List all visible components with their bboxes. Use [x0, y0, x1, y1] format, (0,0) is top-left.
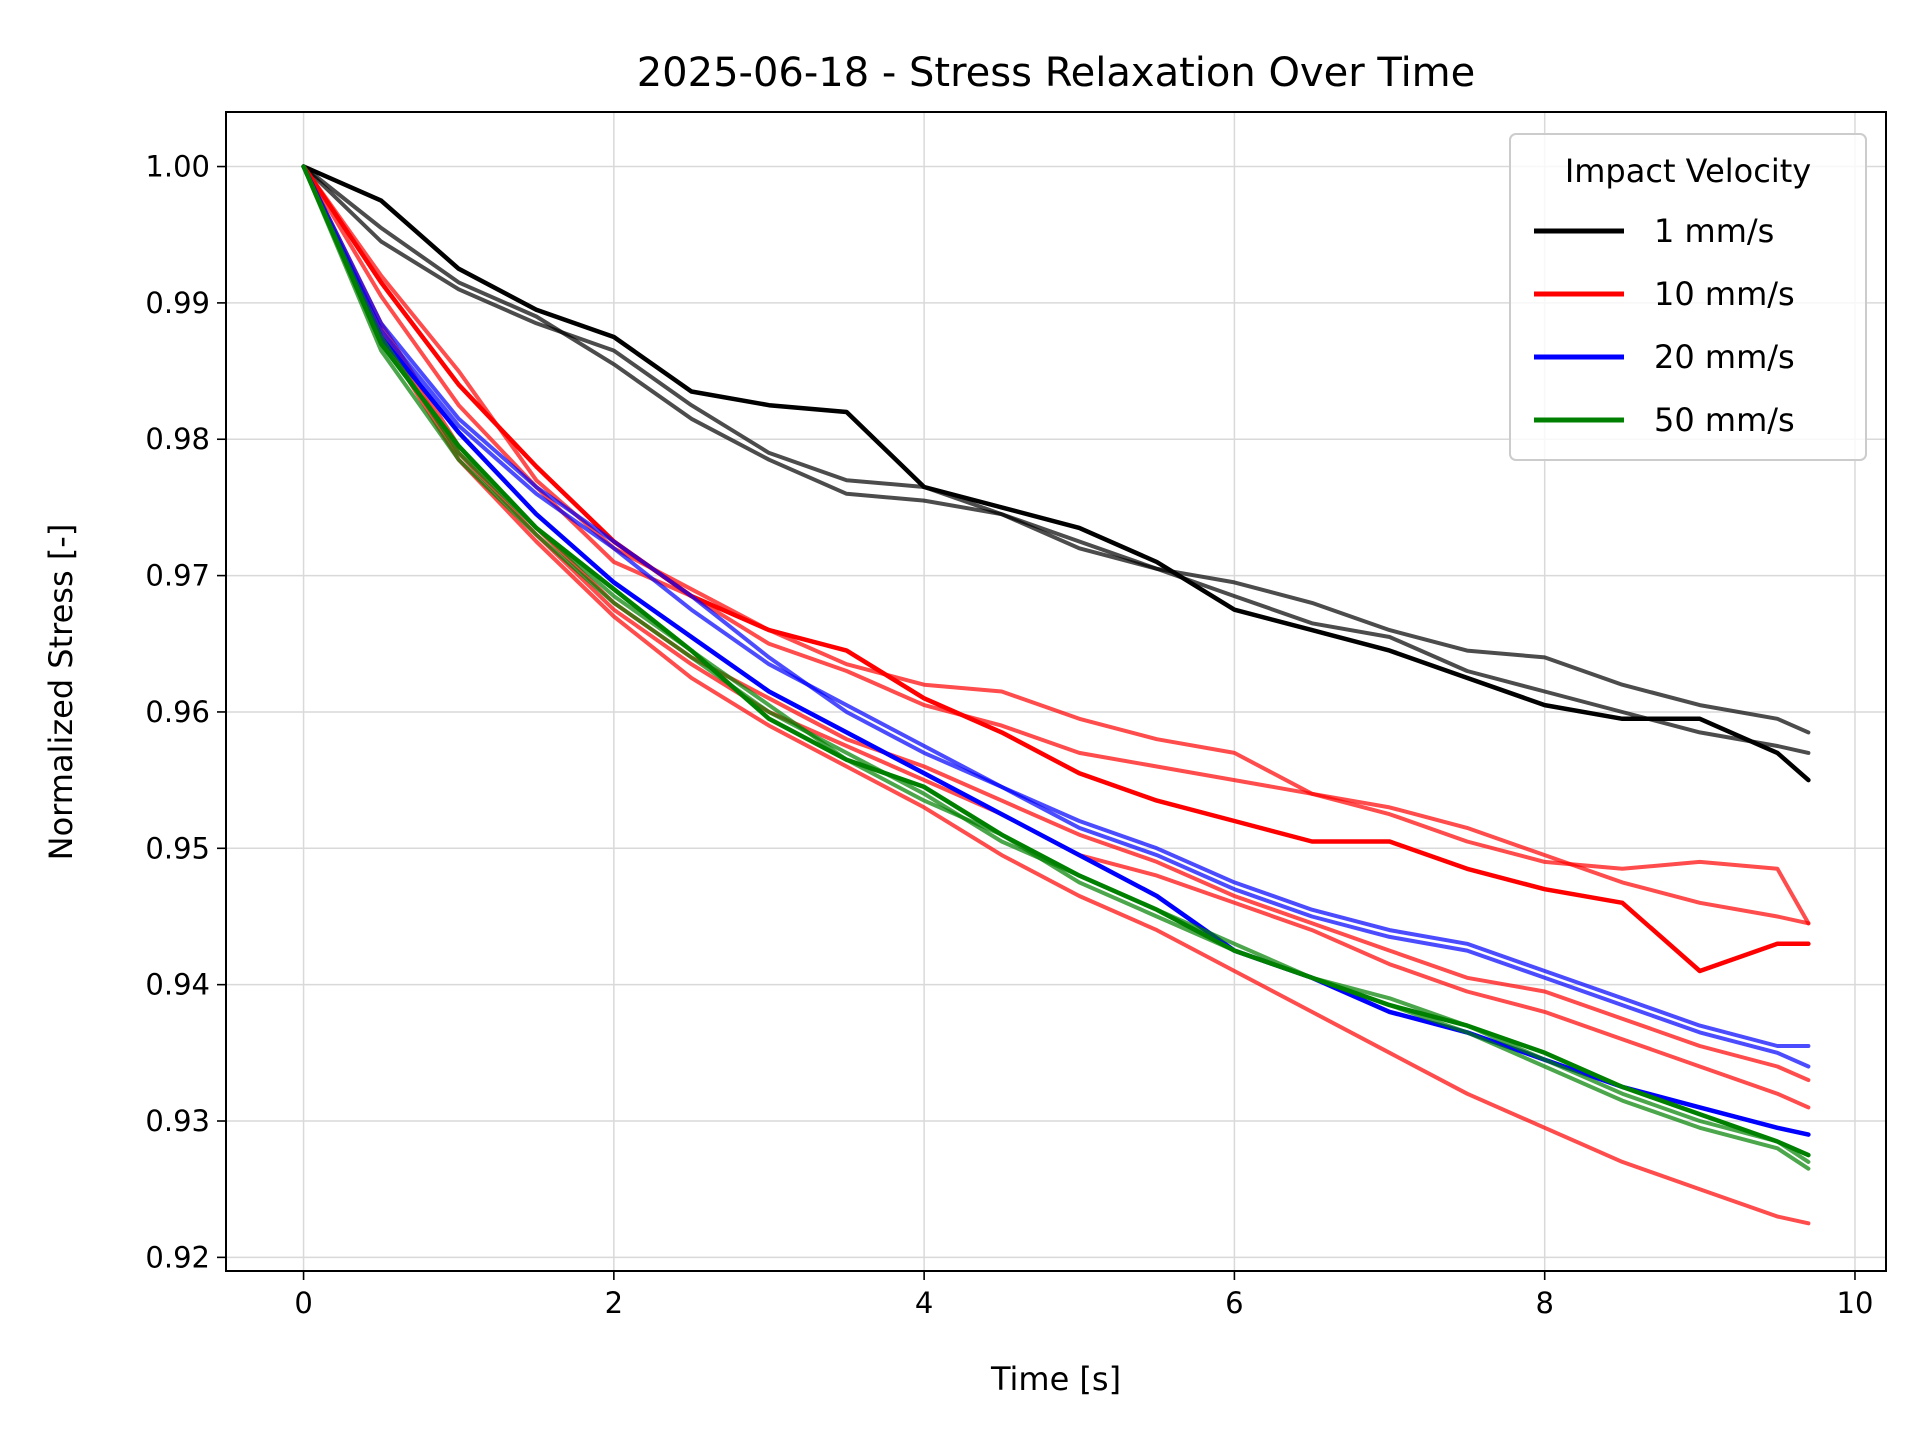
- axis-ticks: 0 2 4 6 8 10 0.92 0.93 0.94 0.95 0.96 0.97 0.98 0.99 1…: [145, 150, 1873, 1320]
- series-line-1-mm-s: [301, 164, 1811, 783]
- legend-label: 50 mm/s: [1654, 401, 1795, 439]
- y-tick-label: 0.92: [145, 1240, 210, 1274]
- legend-entry: 1 mm/s: [1534, 212, 1774, 250]
- legend-box: [1509, 133, 1867, 461]
- y-tick-label: 0.99: [145, 286, 210, 320]
- x-tick-label: 6: [1225, 1286, 1243, 1320]
- x-tick-label: 4: [915, 1286, 933, 1320]
- y-axis-label: Normalized Stress [-]: [42, 524, 80, 861]
- y-tick-label: 1.00: [145, 150, 210, 184]
- series-line-10-mm-s: [301, 164, 1811, 1226]
- y-tick-label: 0.95: [145, 831, 210, 865]
- y-tick-label: 0.96: [145, 695, 210, 729]
- legend-label: 10 mm/s: [1654, 275, 1795, 313]
- legend-label: 1 mm/s: [1654, 212, 1774, 250]
- y-tick-label: 0.98: [145, 422, 210, 456]
- series-line-20-mm-s: [301, 164, 1811, 1069]
- series-line-50-mm-s: [301, 164, 1811, 1171]
- legend-label: 20 mm/s: [1654, 338, 1795, 376]
- plot-series: [301, 164, 1811, 1226]
- series-line-20-mm-s: [301, 164, 1811, 1048]
- series-line-10-mm-s: [301, 164, 1811, 974]
- x-tick-label: 2: [605, 1286, 623, 1320]
- legend-entry: 10 mm/s: [1534, 275, 1795, 313]
- y-tick-label: 0.93: [145, 1104, 210, 1138]
- series-line-50-mm-s: [301, 164, 1811, 1164]
- legend-title: Impact Velocity: [1565, 152, 1811, 190]
- x-axis-label: Time [s]: [990, 1360, 1121, 1398]
- chart-title: 2025-06-18 - Stress Relaxation Over Time: [637, 50, 1476, 96]
- x-tick-label: 8: [1535, 1286, 1553, 1320]
- x-tick-label: 10: [1837, 1286, 1874, 1320]
- y-tick-label: 0.94: [145, 968, 210, 1002]
- x-tick-label: 0: [294, 1286, 312, 1320]
- y-tick-label: 0.97: [145, 559, 210, 593]
- legend: Impact Velocity 1 mm/s 10 mm/s 20 mm/s 5…: [1509, 133, 1867, 461]
- legend-entry: 20 mm/s: [1534, 338, 1795, 376]
- series-line-1-mm-s: [301, 164, 1811, 755]
- plot-frame: [225, 111, 1887, 1272]
- legend-entry: 50 mm/s: [1534, 401, 1795, 439]
